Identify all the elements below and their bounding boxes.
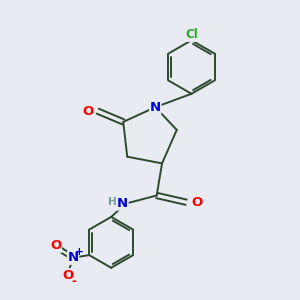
Text: N: N bbox=[117, 197, 128, 210]
Text: H: H bbox=[108, 197, 116, 207]
Text: O: O bbox=[191, 196, 203, 209]
Text: Cl: Cl bbox=[185, 28, 198, 41]
Text: O: O bbox=[50, 239, 61, 252]
Text: N: N bbox=[150, 101, 161, 114]
Text: N: N bbox=[68, 251, 79, 264]
Text: O: O bbox=[62, 268, 74, 282]
Text: +: + bbox=[75, 248, 83, 257]
Text: O: O bbox=[82, 105, 94, 118]
Text: -: - bbox=[71, 275, 76, 288]
